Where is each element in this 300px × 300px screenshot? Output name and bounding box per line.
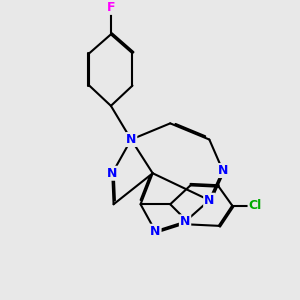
- Text: Cl: Cl: [249, 199, 262, 212]
- Text: N: N: [107, 167, 117, 180]
- Text: N: N: [180, 215, 190, 228]
- Text: N: N: [204, 194, 214, 207]
- Text: N: N: [150, 225, 161, 238]
- Text: N: N: [126, 133, 136, 146]
- Text: N: N: [218, 164, 228, 177]
- Text: F: F: [106, 1, 115, 14]
